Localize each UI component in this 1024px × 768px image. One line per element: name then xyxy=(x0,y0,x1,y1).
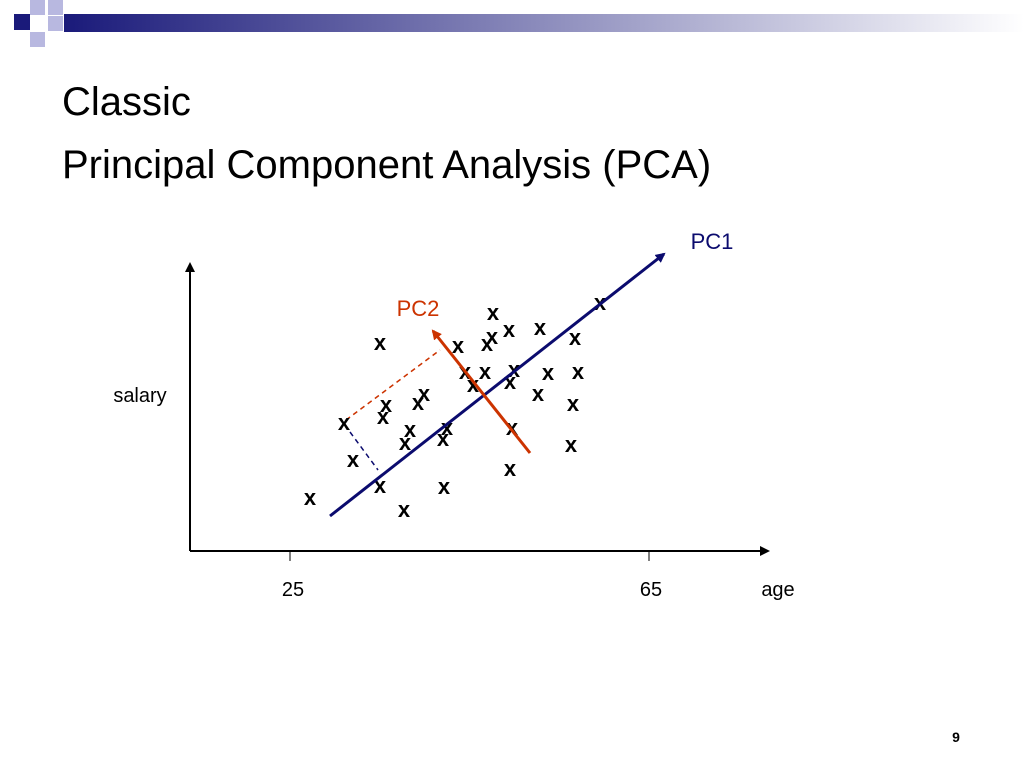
projection-pc1 xyxy=(349,431,379,471)
data-point: x xyxy=(437,426,450,451)
data-point: x xyxy=(504,456,517,481)
data-point: x xyxy=(565,432,578,457)
page-number: 9 xyxy=(952,729,960,745)
pc1-label: PC1 xyxy=(691,229,734,254)
points: xxxxxxxxxxxxxxxxxxxxxxxxxxxxxxxxxxx xyxy=(304,290,607,522)
x-tick-label: 25 xyxy=(282,579,304,601)
data-point: x xyxy=(503,317,516,342)
data-point: x xyxy=(567,391,580,416)
data-point: x xyxy=(452,333,465,358)
data-point: x xyxy=(380,392,393,417)
data-point: x xyxy=(481,331,494,356)
data-point: x xyxy=(534,315,547,340)
pc2-label: PC2 xyxy=(397,296,440,321)
data-point: x xyxy=(542,360,555,385)
data-point: x xyxy=(404,417,417,442)
data-point: x xyxy=(338,410,351,435)
y-axis-label: salary xyxy=(113,385,166,407)
pc2-arrow xyxy=(431,329,532,454)
data-point: x xyxy=(486,324,499,349)
data-point: x xyxy=(569,325,582,350)
data-point: x xyxy=(487,300,500,325)
data-point: x xyxy=(377,404,390,429)
x-tick-label: 65 xyxy=(640,579,662,601)
data-point: x xyxy=(398,497,411,522)
header-decoration xyxy=(14,0,1024,47)
data-point: x xyxy=(374,330,387,355)
x-axis-label: age xyxy=(761,579,794,601)
data-point: x xyxy=(412,390,425,415)
data-point: x xyxy=(347,447,360,472)
data-point: x xyxy=(399,430,412,455)
projection-pc2 xyxy=(345,349,441,421)
data-point: x xyxy=(532,381,545,406)
title-line: Classic xyxy=(62,80,191,124)
data-point: x xyxy=(479,359,492,384)
data-point: x xyxy=(572,359,585,384)
title-line: Principal Component Analysis (PCA) xyxy=(62,143,711,187)
pc1-arrow xyxy=(329,252,666,518)
data-point: x xyxy=(304,485,317,510)
data-point: x xyxy=(438,474,451,499)
data-point: x xyxy=(418,381,431,406)
